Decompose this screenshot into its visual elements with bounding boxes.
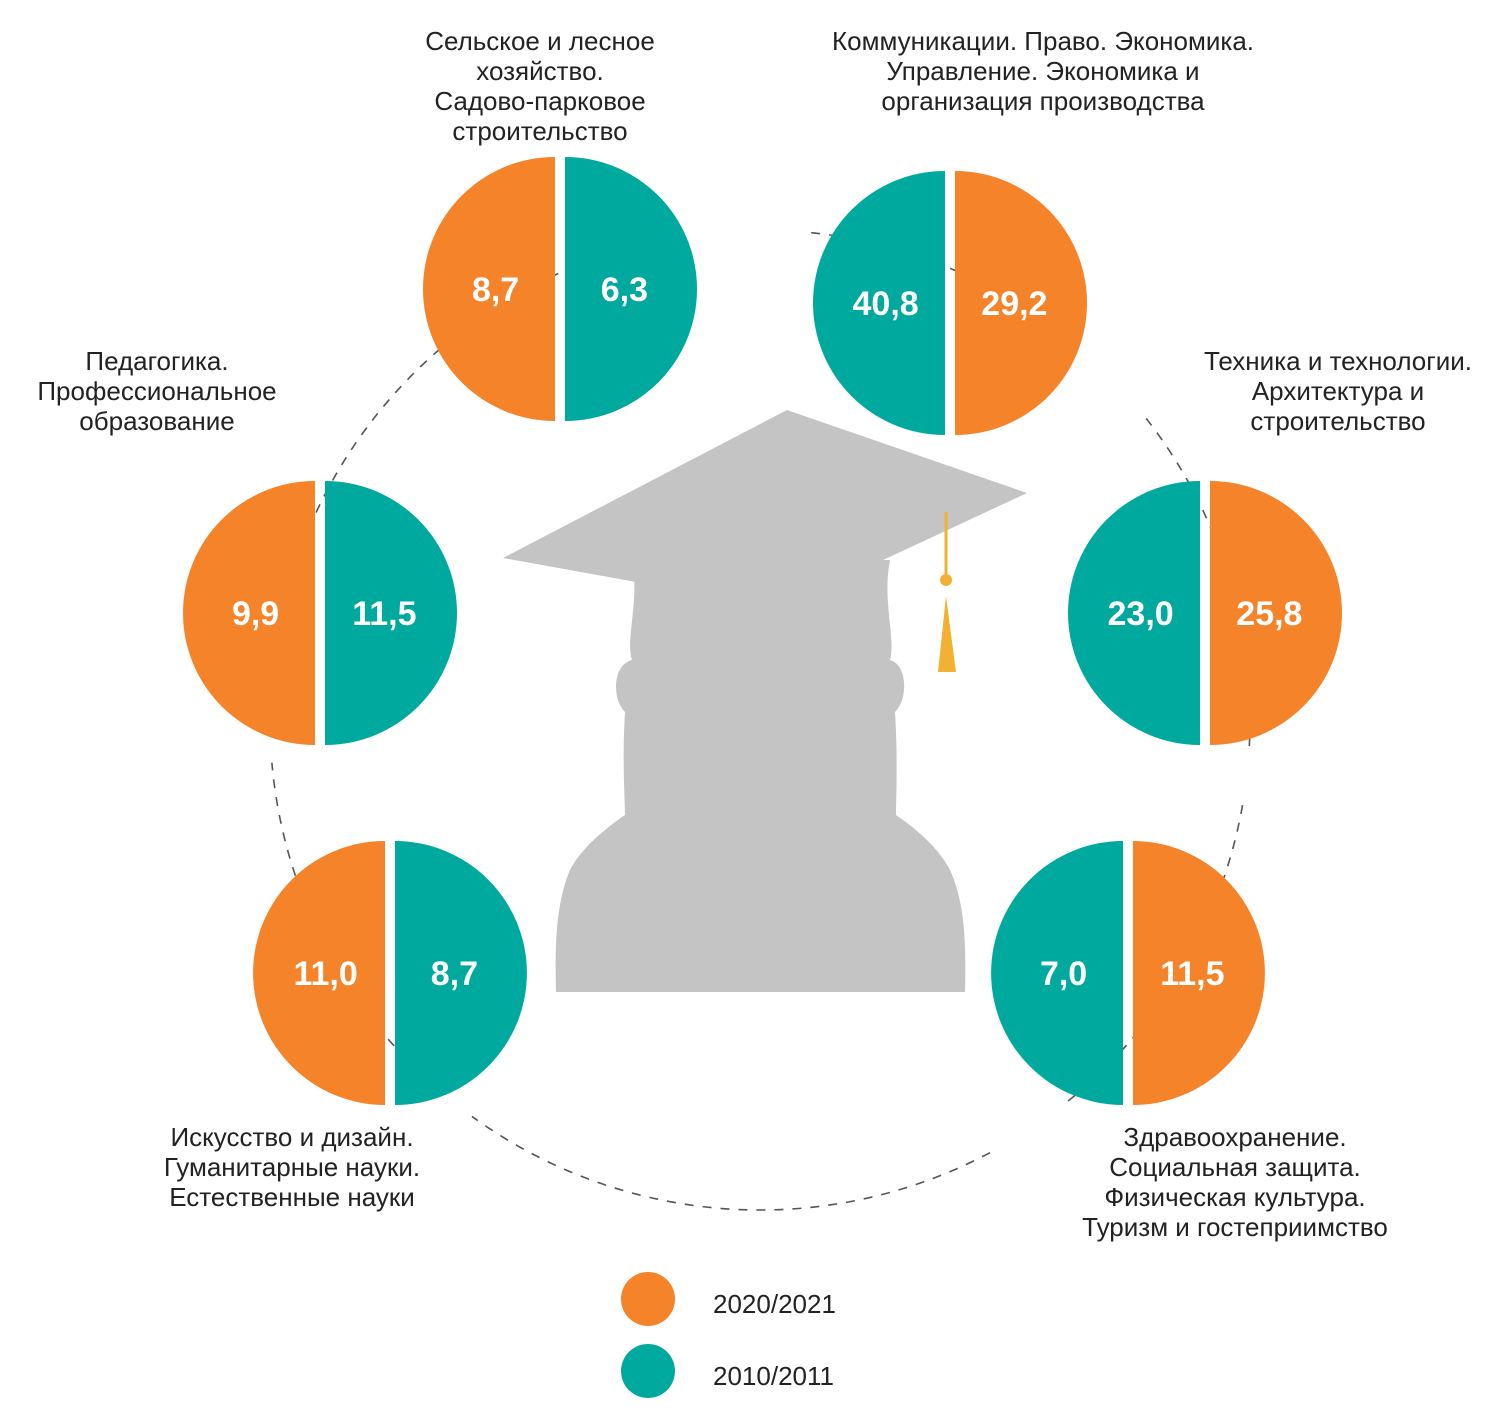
category-label-line: Естественные науки (169, 1182, 415, 1212)
tassel-knot (940, 574, 952, 586)
connector-arc-5 (471, 1115, 991, 1211)
category-label-line: Техника и технологии. (1204, 346, 1472, 376)
pie-health-half-2010 (991, 841, 1123, 1105)
pie-tech: 23,0 25,8 (1068, 481, 1342, 745)
pie-tech-half-2020 (1210, 481, 1342, 745)
pie-health: 7,0 11,5 (991, 841, 1265, 1105)
value-label-arts-2020: 11,0 (293, 955, 357, 993)
category-label-line: строительство (1250, 406, 1425, 436)
tassel-icon (938, 596, 956, 672)
legend-label-2020: 2020/2021 (713, 1289, 836, 1319)
category-label-line: Туризм и гостеприимство (1082, 1212, 1388, 1242)
category-label-line: Гуманитарные науки. (164, 1152, 420, 1182)
graduate-body-shape (555, 560, 966, 992)
category-label-line: организация производства (881, 86, 1205, 116)
category-label-line: Социальная защита. (1109, 1152, 1361, 1182)
category-label-arts: Искусство и дизайн. Гуманитарные науки. Ес… (164, 1122, 420, 1212)
pie-arts: 11,0 8,7 (253, 841, 527, 1105)
category-label-line: Архитектура и (1252, 376, 1424, 406)
category-labels-layer: Сельское и лесное хозяйство. Садово-парков… (37, 26, 1472, 1242)
legend-label-2010: 2010/2011 (713, 1361, 834, 1391)
category-label-line: строительство (452, 116, 627, 146)
category-label-line: Педагогика. (85, 346, 228, 376)
category-label-line: Физическая культура. (1104, 1182, 1365, 1212)
value-label-agri-2020: 8,7 (472, 271, 519, 309)
pie-ped-half-2020 (183, 481, 315, 745)
legend: 2020/2021 2010/2011 (621, 1272, 836, 1398)
pie-agri-half-2020 (423, 157, 555, 421)
value-label-tech-2020: 25,8 (1236, 595, 1302, 633)
category-label-line: Здравоохранение. (1123, 1122, 1346, 1152)
value-label-comm-2010: 40,8 (853, 285, 919, 323)
pie-ped-half-2010 (325, 481, 457, 745)
pie-agri: 8,7 6,3 (423, 157, 697, 421)
category-label-line: Управление. Экономика и (886, 56, 1199, 86)
category-label-line: Профессиональное (37, 376, 276, 406)
legend-swatch-2020 (621, 1272, 675, 1326)
category-label-health: Здравоохранение. Социальная защита. Физиче… (1082, 1122, 1388, 1242)
category-label-line: образование (79, 406, 234, 436)
value-label-health-2010: 7,0 (1040, 955, 1087, 993)
pie-arts-half-2020 (253, 841, 385, 1105)
pie-agri-half-2010 (565, 157, 697, 421)
value-label-tech-2010: 23,0 (1108, 595, 1174, 633)
value-label-ped-2020: 9,9 (232, 595, 279, 633)
category-label-line: Садово-парковое (434, 86, 645, 116)
category-label-agri: Сельское и лесное хозяйство. Садово-парков… (425, 26, 655, 146)
pie-ped: 9,9 11,5 (183, 481, 457, 745)
category-label-tech: Техника и технологии. Архитектура и строит… (1204, 346, 1472, 436)
category-label-comm: Коммуникации. Право. Экономика. Управлени… (832, 26, 1254, 116)
value-label-ped-2010: 11,5 (352, 595, 416, 633)
legend-swatch-2010 (621, 1344, 675, 1398)
value-label-comm-2020: 29,2 (981, 285, 1047, 323)
value-label-health-2020: 11,5 (1160, 955, 1224, 993)
mortarboard-cap-shape (503, 410, 1027, 608)
value-label-arts-2010: 8,7 (431, 955, 478, 993)
value-label-agri-2010: 6,3 (601, 271, 648, 309)
pies-layer: 8,7 6,3 40,8 29,2 23,0 25,8 7,0 11,5 11,0 8,7 9,9 1… (183, 157, 1342, 1105)
pie-comm-half-2020 (955, 171, 1087, 435)
category-label-line: Коммуникации. Право. Экономика. (832, 26, 1254, 56)
pie-arts-half-2010 (395, 841, 527, 1105)
category-label-line: хозяйство. (476, 56, 604, 86)
pie-comm: 40,8 29,2 (813, 171, 1087, 435)
category-label-ped: Педагогика. Профессиональное образование (37, 346, 276, 436)
pie-health-half-2020 (1133, 841, 1265, 1105)
graduate-silhouette-icon (503, 410, 1027, 992)
category-label-line: Искусство и дизайн. (170, 1122, 413, 1152)
pie-comm-half-2010 (813, 171, 945, 435)
category-label-line: Сельское и лесное (425, 26, 655, 56)
pie-tech-half-2010 (1068, 481, 1200, 745)
